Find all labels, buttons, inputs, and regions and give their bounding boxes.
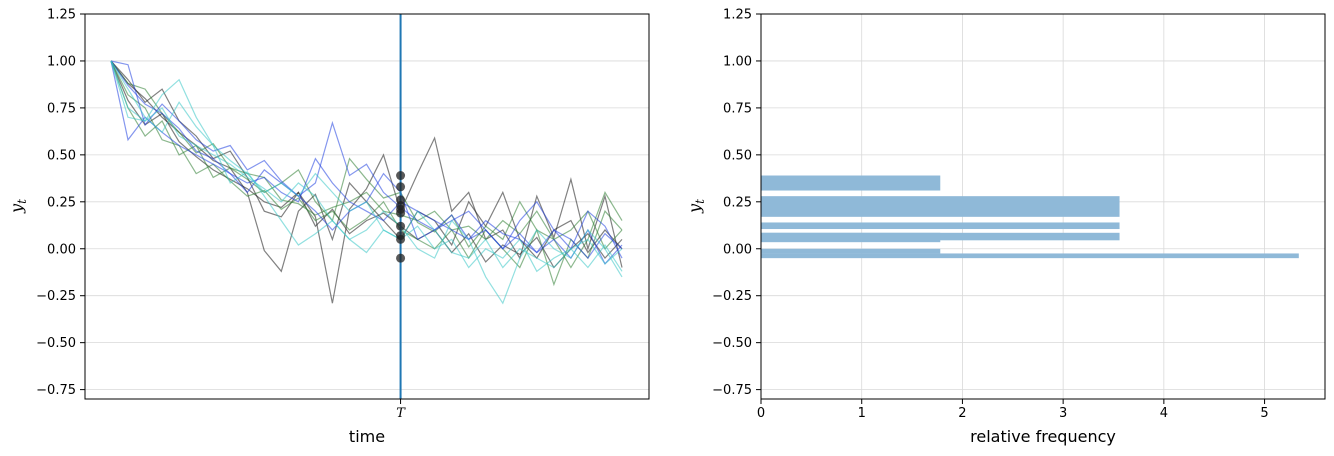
right-hist-bar	[761, 175, 941, 191]
right-ytick-label: 0.50	[723, 148, 752, 163]
left-marker-point	[396, 253, 406, 263]
right-hist-bar	[761, 222, 1120, 230]
left-series-line	[110, 60, 623, 269]
right-bars	[761, 175, 1299, 259]
left-series-line	[110, 60, 623, 304]
left-ytick-label: 0.75	[47, 101, 76, 116]
left-marker-point	[396, 234, 406, 244]
right-xtick-label: 2	[958, 406, 966, 421]
left-series-line	[110, 60, 623, 269]
right-ytick-label: 1.25	[723, 8, 752, 23]
left-ytick-label: 0.50	[47, 148, 76, 163]
left-marker-point	[396, 182, 406, 192]
left-x-axis-label: time	[349, 427, 385, 446]
y-label-subscript: t	[15, 199, 29, 204]
left-ytick-label: 0.00	[47, 242, 76, 257]
right-ytick-label: 0.00	[723, 242, 752, 257]
right-xticks: 0 1 2 3 4 5	[757, 399, 1269, 421]
left-marker-point	[396, 221, 406, 231]
right-xtick-label: 3	[1059, 406, 1067, 421]
left-y-axis-label: yt	[7, 199, 29, 214]
left-series-line	[110, 60, 623, 287]
right-xtick-label: 1	[858, 406, 866, 421]
right-ytick-label: 0.75	[723, 101, 752, 116]
right-ytick-label: −0.50	[712, 336, 752, 351]
right-ytick-label: 0.25	[723, 195, 752, 210]
right-ytick-label: −0.75	[712, 383, 752, 398]
right-y-axis-label: yt	[685, 199, 707, 214]
left-axes-frame	[84, 13, 650, 400]
right-x-axis-label: relative frequency	[970, 427, 1116, 446]
left-ytick-label: −0.25	[36, 289, 76, 304]
left-series-line	[110, 60, 623, 273]
right-hist-bar	[761, 232, 1120, 241]
y-label-subscript: t	[693, 199, 707, 204]
right-hist-bar	[761, 253, 1299, 259]
right-xtick-label: 4	[1160, 406, 1168, 421]
left-series-line	[110, 60, 623, 305]
left-xticks: T	[396, 399, 406, 421]
right-xtick-label: 5	[1260, 406, 1268, 421]
left-ytick-label: −0.50	[36, 336, 76, 351]
right-ytick-label: −0.25	[712, 289, 752, 304]
left-series-line	[110, 60, 623, 265]
right-ytick-label: 1.00	[723, 54, 752, 69]
left-ytick-label: 1.00	[47, 54, 76, 69]
left-yticks: 1.25 1.00 0.75 0.50 0.25 0.00 −0.25 −0.50 −0.75	[36, 8, 85, 398]
left-ytick-label: −0.75	[36, 383, 76, 398]
left-chart-sample-paths: 1.251.000.750.500.250.00−0.25−0.50−0.75 …	[7, 8, 650, 446]
left-marker-point	[396, 171, 406, 181]
left-markers	[396, 171, 406, 263]
left-marker-point	[396, 208, 406, 218]
right-chart-histogram: 1.251.000.750.500.250.00−0.25−0.50−0.75 …	[685, 8, 1326, 446]
right-axes-frame	[760, 13, 1326, 400]
left-ytick-label: 1.25	[47, 8, 76, 23]
right-hist-bar	[761, 196, 1120, 217]
left-series-lines	[110, 60, 623, 305]
left-series-line	[110, 60, 623, 250]
right-xtick-label: 0	[757, 406, 765, 421]
right-yticks: 1.25 1.00 0.75 0.50 0.25 0.00 −0.25 −0.50 −0.75	[712, 8, 761, 398]
left-xtick-label: T	[396, 406, 406, 421]
right-hist-bar	[761, 248, 941, 254]
left-ytick-label: 0.25	[47, 195, 76, 210]
